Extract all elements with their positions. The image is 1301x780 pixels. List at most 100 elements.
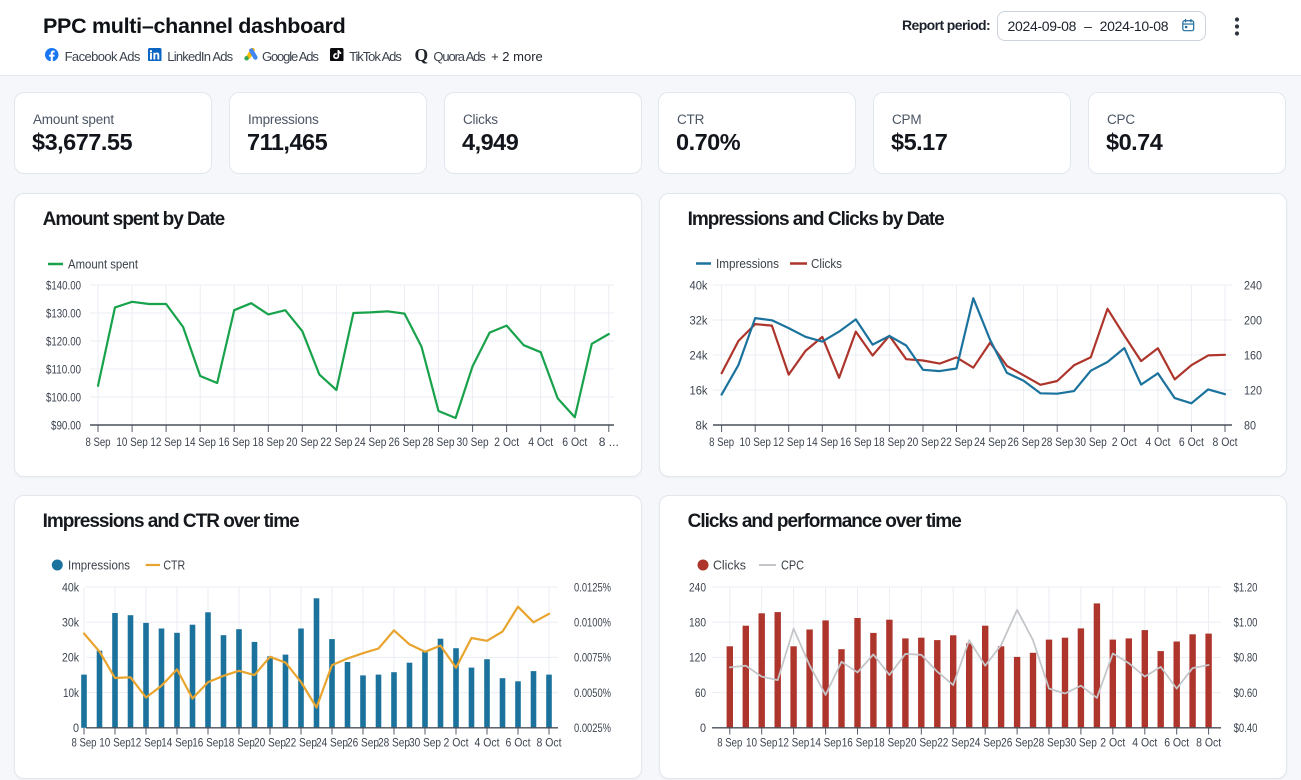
svg-text:26 Sep: 26 Sep (1008, 435, 1040, 449)
svg-text:8 Sep: 8 Sep (86, 435, 111, 449)
svg-text:6 Oct: 6 Oct (1179, 435, 1204, 449)
svg-text:10 Sep: 10 Sep (116, 435, 148, 449)
svg-text:0.0100%: 0.0100% (574, 616, 611, 630)
svg-text:2 Oct: 2 Oct (494, 435, 519, 449)
svg-text:8 Sep: 8 Sep (717, 736, 742, 750)
svg-text:240: 240 (689, 580, 706, 594)
svg-text:Clicks: Clicks (811, 256, 842, 271)
svg-text:$0.80: $0.80 (1234, 651, 1258, 665)
svg-text:$130.00: $130.00 (46, 306, 81, 320)
svg-text:14 Sep: 14 Sep (184, 435, 216, 449)
svg-text:12 Sep: 12 Sep (778, 736, 810, 750)
svg-text:0: 0 (73, 721, 79, 735)
svg-text:26 Sep: 26 Sep (1001, 736, 1033, 750)
svg-text:20 Sep: 20 Sep (254, 736, 286, 750)
svg-text:14 Sep: 14 Sep (161, 736, 193, 750)
svg-text:26 Sep: 26 Sep (347, 736, 379, 750)
svg-text:200: 200 (1244, 313, 1262, 327)
svg-text:6 Oct: 6 Oct (506, 736, 531, 750)
svg-text:12 Sep: 12 Sep (773, 435, 805, 449)
svg-text:22 Sep: 22 Sep (285, 736, 317, 750)
svg-text:8 Sep: 8 Sep (72, 736, 97, 750)
svg-text:14 Sep: 14 Sep (807, 435, 839, 449)
svg-text:16 Sep: 16 Sep (218, 435, 250, 449)
svg-text:20 Sep: 20 Sep (286, 435, 318, 449)
svg-text:0: 0 (700, 721, 706, 735)
svg-text:16 Sep: 16 Sep (840, 435, 872, 449)
svg-text:4 Oct: 4 Oct (528, 435, 553, 449)
svg-text:40k: 40k (62, 580, 80, 594)
svg-text:28 Sep: 28 Sep (1041, 435, 1073, 449)
svg-text:18 Sep: 18 Sep (223, 736, 255, 750)
svg-text:8 ...: 8 ... (599, 435, 619, 449)
svg-text:28 Sep: 28 Sep (423, 435, 455, 449)
svg-text:$120.00: $120.00 (46, 334, 81, 348)
svg-text:20 Sep: 20 Sep (905, 736, 937, 750)
svg-text:16 Sep: 16 Sep (192, 736, 224, 750)
svg-text:20k: 20k (62, 651, 80, 665)
svg-text:24 Sep: 24 Sep (974, 435, 1006, 449)
svg-text:2 Oct: 2 Oct (1100, 736, 1125, 750)
svg-text:120: 120 (1244, 383, 1262, 397)
svg-text:30 Sep: 30 Sep (409, 736, 441, 750)
svg-text:0.0075%: 0.0075% (574, 651, 611, 665)
svg-text:4 Oct: 4 Oct (1132, 736, 1157, 750)
svg-text:Amount spent: Amount spent (68, 256, 138, 271)
svg-text:16 Sep: 16 Sep (842, 736, 874, 750)
svg-text:12 Sep: 12 Sep (130, 736, 162, 750)
svg-text:16k: 16k (690, 383, 709, 397)
svg-text:0.0025%: 0.0025% (574, 721, 611, 735)
svg-text:4 Oct: 4 Oct (475, 736, 500, 750)
svg-text:30 Sep: 30 Sep (1065, 736, 1097, 750)
svg-text:24k: 24k (690, 348, 709, 362)
svg-text:18 Sep: 18 Sep (253, 435, 285, 449)
svg-text:$0.60: $0.60 (1234, 686, 1258, 700)
svg-text:20 Sep: 20 Sep (907, 435, 939, 449)
svg-text:160: 160 (1244, 348, 1262, 362)
svg-text:CTR: CTR (163, 557, 185, 572)
svg-text:8k: 8k (696, 418, 709, 432)
svg-text:$100.00: $100.00 (46, 390, 81, 404)
svg-text:0.0125%: 0.0125% (574, 580, 611, 594)
svg-text:28 Sep: 28 Sep (378, 736, 410, 750)
svg-text:$110.00: $110.00 (46, 362, 81, 376)
svg-text:26 Sep: 26 Sep (389, 435, 421, 449)
svg-text:2 Oct: 2 Oct (1112, 435, 1137, 449)
svg-text:24 Sep: 24 Sep (354, 435, 386, 449)
svg-text:Clicks: Clicks (713, 557, 746, 572)
svg-text:120: 120 (689, 651, 706, 665)
svg-text:8 Oct: 8 Oct (537, 736, 562, 750)
svg-text:10 Sep: 10 Sep (99, 736, 131, 750)
svg-text:12 Sep: 12 Sep (150, 435, 182, 449)
svg-text:30 Sep: 30 Sep (457, 435, 489, 449)
svg-text:6 Oct: 6 Oct (1164, 736, 1189, 750)
svg-text:10k: 10k (63, 686, 80, 700)
svg-text:60: 60 (695, 686, 706, 700)
svg-text:4 Oct: 4 Oct (1145, 435, 1170, 449)
svg-text:32k: 32k (690, 313, 709, 327)
svg-text:8 Oct: 8 Oct (1196, 736, 1221, 750)
svg-text:240: 240 (1244, 278, 1262, 292)
svg-text:$1.20: $1.20 (1234, 580, 1258, 594)
svg-text:14 Sep: 14 Sep (810, 736, 842, 750)
svg-text:22 Sep: 22 Sep (937, 736, 969, 750)
svg-text:30k: 30k (62, 616, 80, 630)
svg-text:22 Sep: 22 Sep (941, 435, 973, 449)
svg-text:30 Sep: 30 Sep (1075, 435, 1107, 449)
svg-text:8 Sep: 8 Sep (709, 435, 734, 449)
svg-text:$0.40: $0.40 (1234, 721, 1258, 735)
svg-text:80: 80 (1244, 418, 1256, 432)
svg-text:0.0050%: 0.0050% (574, 686, 611, 700)
svg-text:$140.00: $140.00 (46, 278, 81, 292)
svg-text:40k: 40k (690, 278, 709, 292)
svg-text:Impressions: Impressions (68, 557, 130, 572)
svg-text:18 Sep: 18 Sep (874, 435, 906, 449)
svg-text:28 Sep: 28 Sep (1033, 736, 1065, 750)
svg-text:22 Sep: 22 Sep (320, 435, 352, 449)
svg-text:CPC: CPC (781, 557, 804, 572)
svg-text:2 Oct: 2 Oct (444, 736, 469, 750)
svg-text:$1.00: $1.00 (1234, 616, 1258, 630)
svg-text:6 Oct: 6 Oct (562, 435, 587, 449)
svg-text:180: 180 (689, 616, 706, 630)
svg-text:18 Sep: 18 Sep (874, 736, 906, 750)
